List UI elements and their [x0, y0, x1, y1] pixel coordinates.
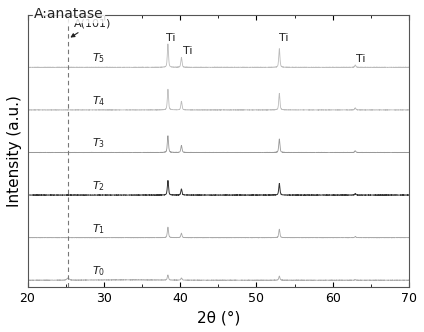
Text: Ti: Ti — [356, 54, 365, 64]
Text: $T_1$: $T_1$ — [92, 222, 106, 235]
Text: $T_3$: $T_3$ — [92, 136, 106, 150]
Text: $T_0$: $T_0$ — [92, 264, 106, 278]
Text: A:anatase: A:anatase — [33, 7, 103, 21]
X-axis label: 2θ (°): 2θ (°) — [197, 310, 240, 325]
Text: Ti: Ti — [279, 33, 289, 43]
Text: $T_4$: $T_4$ — [92, 94, 106, 108]
Text: A(101): A(101) — [71, 18, 112, 37]
Y-axis label: Intensity (a.u.): Intensity (a.u.) — [7, 95, 22, 207]
Text: $T_5$: $T_5$ — [92, 51, 106, 65]
Text: Ti: Ti — [166, 33, 175, 43]
Text: Ti: Ti — [183, 46, 192, 56]
Text: $T_2$: $T_2$ — [92, 179, 105, 193]
